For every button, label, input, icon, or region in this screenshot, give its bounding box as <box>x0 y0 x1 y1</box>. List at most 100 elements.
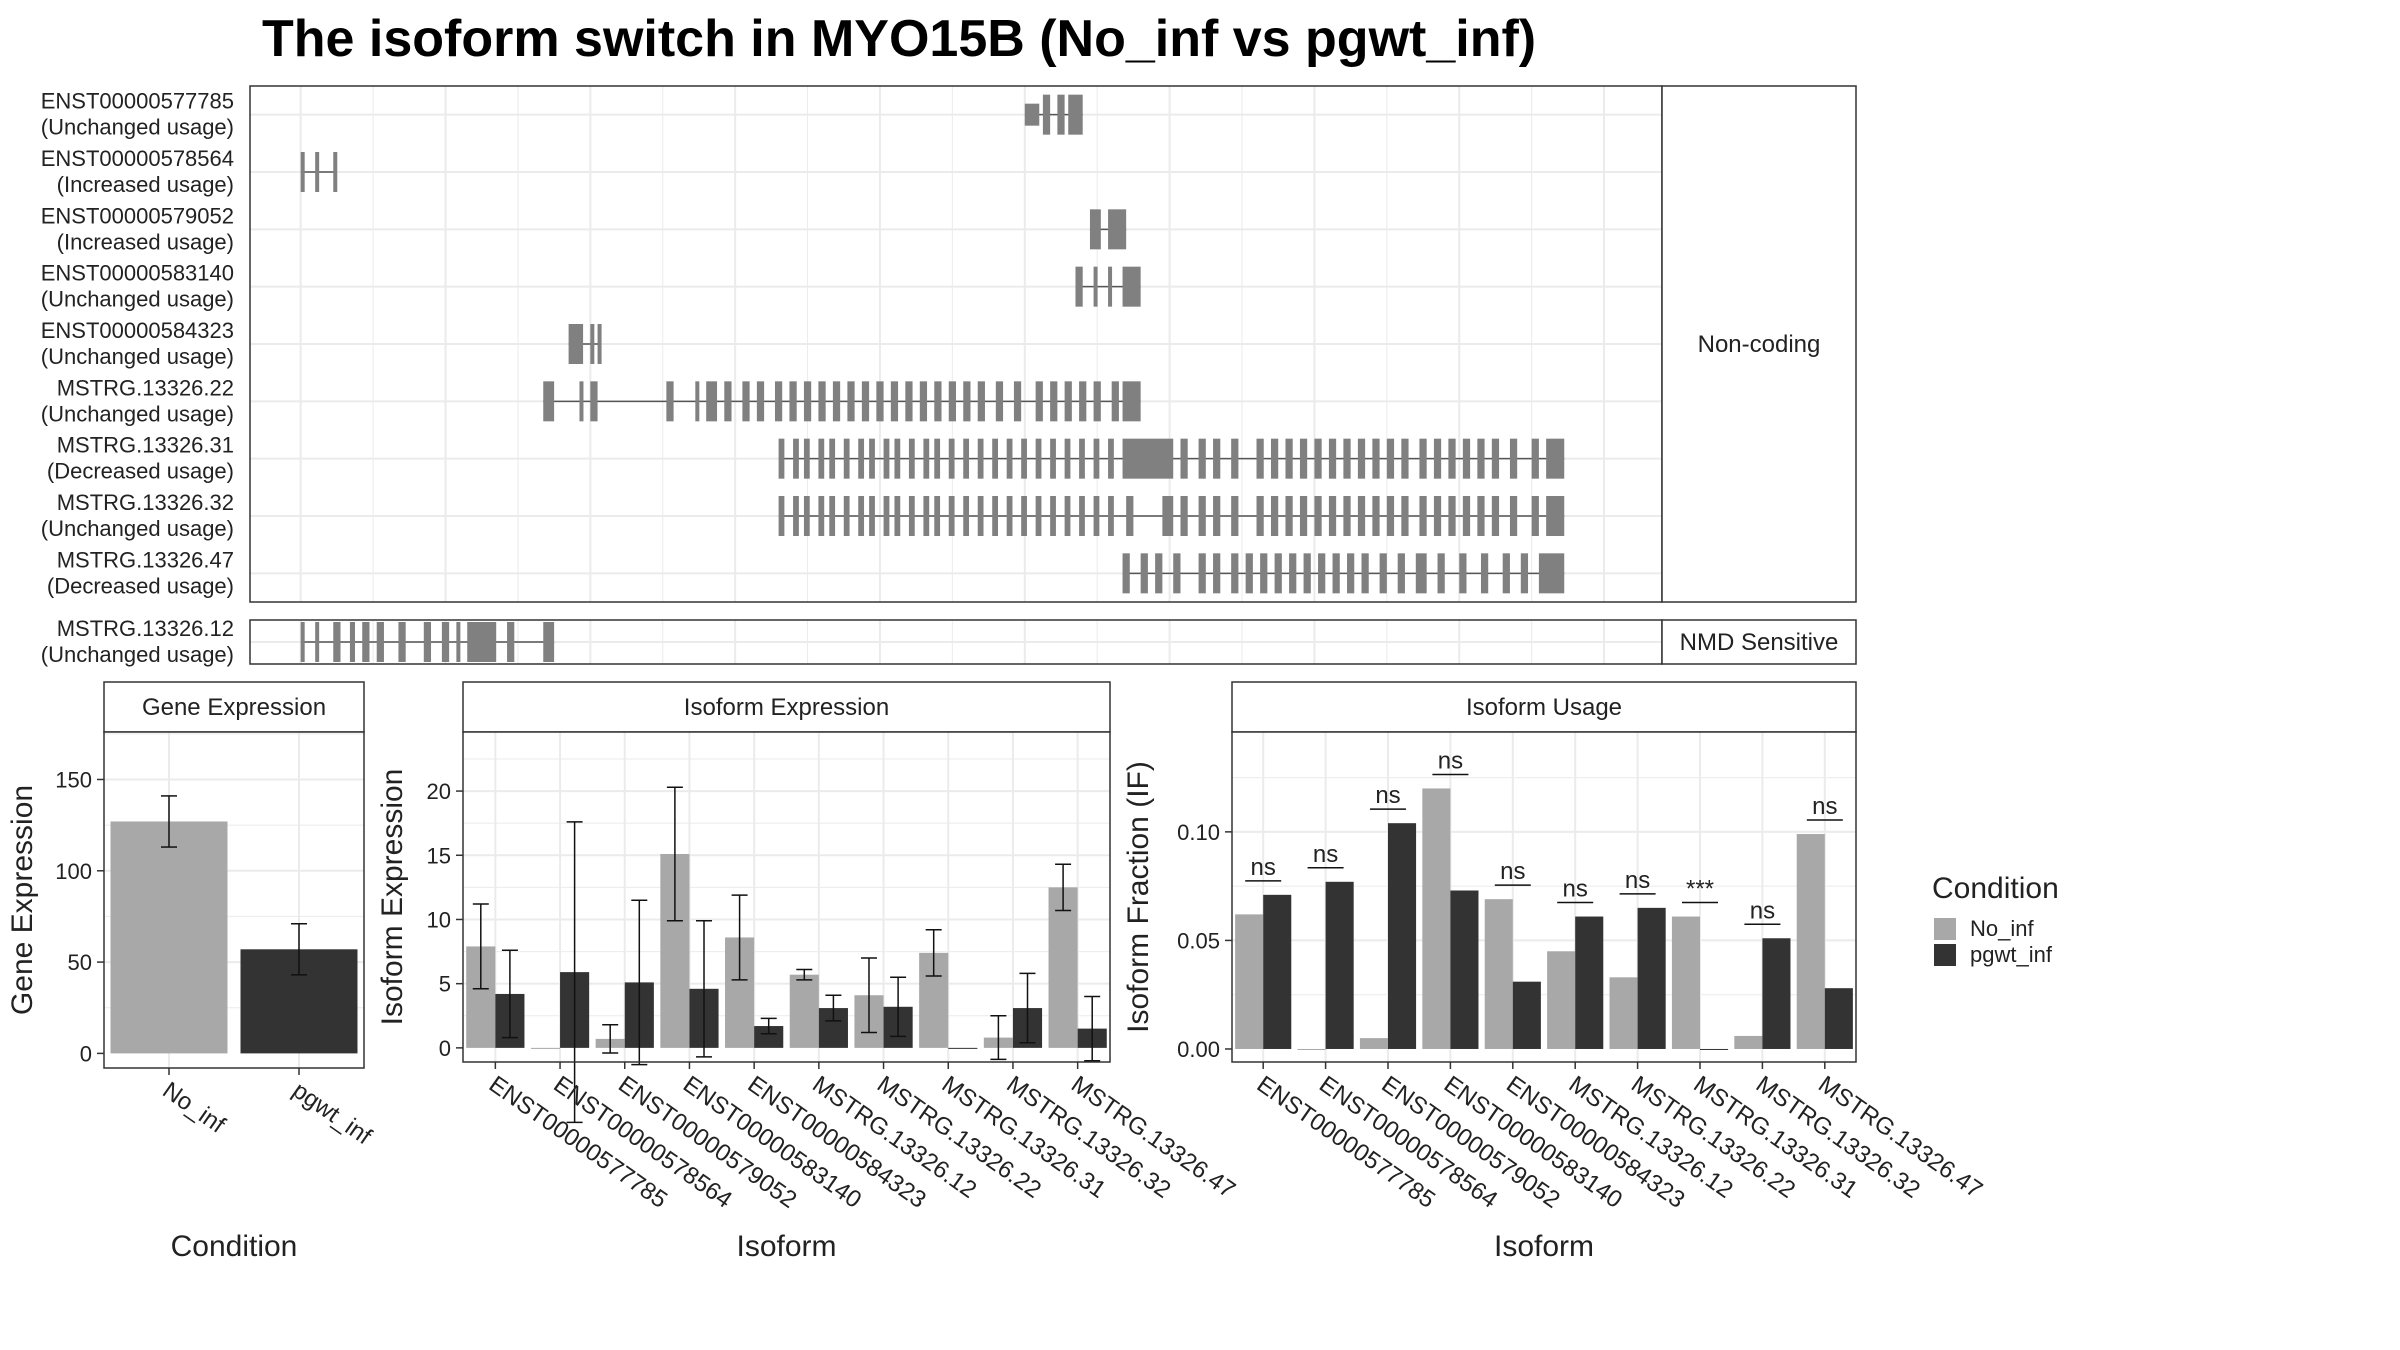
y-tick-label: 5 <box>439 972 451 997</box>
exon <box>1531 438 1539 479</box>
error-bar <box>602 1024 619 1054</box>
exon <box>1509 496 1518 536</box>
exon <box>706 381 718 422</box>
usage-label: (Decreased usage) <box>47 573 234 598</box>
exon <box>1198 496 1206 536</box>
transcript-MSTRG.13326.12 <box>300 622 555 662</box>
significance-label: *** <box>1686 876 1714 903</box>
exon <box>948 381 956 422</box>
y-axis-title: Isoform Expression <box>376 769 409 1026</box>
exon <box>1361 553 1369 594</box>
exon <box>1064 496 1071 536</box>
exon <box>861 381 870 422</box>
exon <box>1433 438 1442 479</box>
y-tick-label: 50 <box>68 950 92 975</box>
exon <box>905 381 913 422</box>
transcript-ENST00000584323 <box>568 324 602 364</box>
x-tick-label: No_inf <box>158 1077 231 1139</box>
exon <box>977 438 984 479</box>
transcript-label: MSTRG.13326.12 <box>57 616 234 641</box>
exon <box>543 622 555 662</box>
exon <box>1068 94 1083 135</box>
exon <box>894 438 901 479</box>
exon <box>1198 553 1206 594</box>
exon <box>1013 381 1022 422</box>
exon <box>1448 438 1456 479</box>
exon <box>1448 496 1456 536</box>
exon <box>315 152 320 192</box>
significance-label: ns <box>1500 858 1525 885</box>
transcript-MSTRG.13326.31 <box>778 438 1565 479</box>
error-bar <box>501 949 518 1039</box>
exon <box>832 381 841 422</box>
facet-strip-right <box>1661 619 1857 665</box>
exon <box>1274 553 1282 594</box>
exon <box>1231 438 1239 479</box>
usage-label: (Unchanged usage) <box>41 642 234 667</box>
exon <box>1111 381 1119 422</box>
bar-pgwt_inf-ENST00000577785 <box>1263 894 1292 1049</box>
exon <box>1035 381 1043 422</box>
exon <box>1502 553 1510 594</box>
bar-No_inf <box>110 821 228 1054</box>
plot-border <box>462 731 1111 1063</box>
exon <box>1256 496 1264 536</box>
bar-pgwt_inf-MSTRG.13326.31 <box>1700 1048 1729 1050</box>
bar-No_inf-MSTRG.13326.22 <box>1609 977 1638 1049</box>
exon <box>1343 438 1351 479</box>
exon <box>724 381 732 422</box>
error-bar <box>1084 995 1101 1062</box>
exon <box>1213 438 1221 479</box>
panel-title: Isoform Usage <box>1466 694 1622 721</box>
exon <box>597 324 602 364</box>
exon <box>1318 553 1326 594</box>
usage-label: (Unchanged usage) <box>41 287 234 312</box>
exon <box>1357 438 1366 479</box>
x-axis-title: Isoform <box>736 1230 836 1263</box>
bar-No_inf-ENST00000578564 <box>1297 1048 1326 1050</box>
usage-label: (Increased usage) <box>57 229 234 254</box>
exon <box>992 438 998 479</box>
panel-title: Isoform Expression <box>684 694 889 721</box>
exon <box>818 438 825 479</box>
exon <box>1035 496 1042 536</box>
exon <box>300 152 305 192</box>
plot-border <box>1231 731 1857 1063</box>
exon <box>1372 496 1380 536</box>
plot-border <box>103 731 365 1069</box>
exon <box>1093 381 1101 422</box>
usage-label: (Decreased usage) <box>47 459 234 484</box>
usage-label: (Unchanged usage) <box>41 516 234 541</box>
exon <box>963 496 970 536</box>
exon <box>1531 496 1539 536</box>
legend-label-pgwt_inf: pgwt_inf <box>1970 942 2053 967</box>
exon <box>1198 438 1206 479</box>
exon <box>934 438 941 479</box>
exon <box>695 381 700 422</box>
transcript-ENST00000583140 <box>1075 266 1141 307</box>
bar-pgwt_inf-MSTRG.13326.22 <box>1637 907 1666 1049</box>
facet-strip-right <box>1661 85 1857 603</box>
exon <box>843 496 850 536</box>
exon <box>1509 438 1518 479</box>
exon <box>467 622 497 662</box>
panel-title: Gene Expression <box>142 694 326 721</box>
significance-label: ns <box>1251 854 1276 881</box>
error-bar <box>760 1017 777 1035</box>
exon <box>1173 553 1181 594</box>
exon <box>793 496 799 536</box>
exon <box>1256 438 1264 479</box>
exon <box>1491 496 1500 536</box>
transcript-label: ENST00000578564 <box>41 146 234 171</box>
bar-No_inf-MSTRG.13326.31 <box>1671 916 1700 1049</box>
exon <box>1397 553 1405 594</box>
exon <box>1357 496 1366 536</box>
exon <box>934 381 942 422</box>
y-tick-label: 0 <box>80 1041 92 1066</box>
exon <box>1299 496 1308 536</box>
exon <box>934 496 941 536</box>
exon <box>977 496 984 536</box>
exon <box>1303 553 1311 594</box>
